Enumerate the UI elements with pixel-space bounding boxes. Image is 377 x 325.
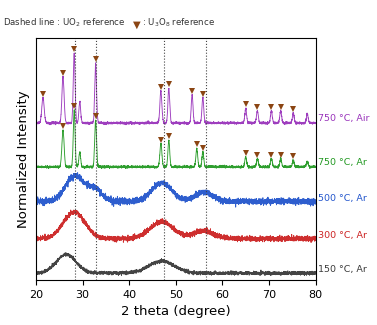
Text: 300 °C, Ar: 300 °C, Ar (319, 231, 368, 240)
Text: 150 °C, Ar: 150 °C, Ar (319, 265, 367, 274)
Text: 750 °C, Ar: 750 °C, Ar (319, 158, 367, 167)
Text: 500 °C, Ar: 500 °C, Ar (319, 194, 367, 202)
Text: ▼: ▼ (133, 20, 141, 30)
Text: : U$_3$O$_8$ reference: : U$_3$O$_8$ reference (142, 17, 215, 30)
Text: 750 °C, Air: 750 °C, Air (319, 114, 370, 123)
Text: Dashed line : UO$_2$ reference: Dashed line : UO$_2$ reference (3, 17, 126, 30)
X-axis label: 2 theta (degree): 2 theta (degree) (121, 305, 231, 318)
Y-axis label: Normalized Intensity: Normalized Intensity (17, 90, 31, 228)
